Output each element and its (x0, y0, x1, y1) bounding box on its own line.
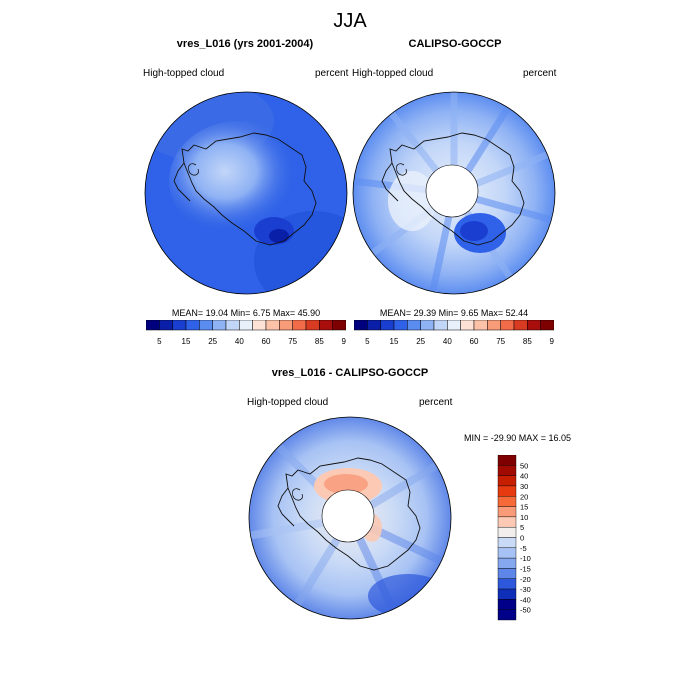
panel-2-colorbar-box (354, 320, 368, 331)
panel-2-colorbar-box (513, 320, 528, 331)
panel-2-colorbar-tick-label: 40 (443, 337, 452, 346)
panel-1-colorbar-box (239, 320, 253, 331)
panel-2-colorbar-tick-label: 85 (523, 337, 532, 346)
panel-2-colorbar-box (393, 320, 408, 331)
diff-colorbar-tick-label: 15 (520, 503, 528, 512)
diff-panel-variable-label: High-topped cloud (247, 397, 329, 408)
panel-1-units-label: percent (315, 68, 349, 79)
diff-colorbar-tick-label: -10 (520, 554, 531, 563)
diff-colorbar-tick-label: 10 (520, 513, 528, 522)
panel-1-title: vres_L016 (yrs 2001-2004) (176, 38, 314, 50)
diff-colorbar-box (497, 609, 517, 621)
diff-colorbar-box (497, 588, 517, 600)
panel-1-colorbar-box (265, 320, 280, 331)
panel-1-colorbar-box (185, 320, 200, 331)
diff-colorbar-box (497, 496, 517, 507)
panel-2-colorbar-box (487, 320, 501, 331)
panel-1-variable-label: High-topped cloud (143, 68, 225, 79)
panel-1-colorbar-tick-label: 95 (342, 337, 346, 346)
diff-colorbar-box (497, 557, 517, 569)
panel-1-map (144, 91, 348, 295)
panel-2-colorbar-tick-label: 95 (550, 337, 554, 346)
panel-2-colorbar-box (420, 320, 435, 331)
panel-1-colorbar-box (319, 320, 333, 331)
panel-2-colorbar-box (460, 320, 475, 331)
panel-1-colorbar-box (146, 320, 160, 331)
panel-2-colorbar-box (380, 320, 395, 331)
panel-1-colorbar-box (332, 320, 346, 331)
panel-2-colorbar-tick-label: 25 (416, 337, 425, 346)
panel-1-colorbar-tick-label: 85 (315, 337, 324, 346)
panel-2-colorbar-box (367, 320, 381, 331)
diff-colorbar-tick-label: -15 (520, 564, 531, 573)
panel-1-colorbar-box (159, 320, 173, 331)
panel-1-coastline (173, 132, 317, 246)
panel-2-map (352, 91, 556, 295)
diff-colorbar-tick-label: -30 (520, 585, 531, 594)
panel-2-colorbar-box (407, 320, 421, 331)
diff-colorbar-tick-label: -5 (520, 544, 527, 553)
diff-colorbar-box (497, 455, 517, 466)
panel-2-colorbar-box (540, 320, 554, 331)
panel-2-colorbar-tick-label: 15 (390, 337, 399, 346)
diff-panel-map (248, 416, 452, 620)
panel-1-colorbar-tick-label: 60 (262, 337, 271, 346)
panel-1-colorbar-box (292, 320, 307, 331)
panel-2-stats: MEAN= 29.39 Min= 9.65 Max= 52.44 (379, 308, 529, 318)
diff-colorbar-box (497, 578, 517, 590)
panel-1-colorbar-tick-label: 5 (157, 337, 162, 346)
panel-2-units-label: percent (523, 68, 557, 79)
diff-colorbar-box (497, 506, 517, 518)
diff-colorbar-tick-label: 30 (520, 482, 528, 491)
main-title: JJA (333, 10, 367, 32)
panel-1-colorbar: 5 15 25 40 60 75 85 95 (146, 320, 346, 346)
panel-1-colorbar-box (252, 320, 267, 331)
diff-colorbar-box (497, 526, 517, 538)
panel-2-variable-label: High-topped cloud (352, 68, 434, 79)
diff-colorbar-box (497, 547, 517, 559)
diff-colorbar-tick-label: 0 (520, 534, 524, 543)
panel-1-colorbar-box (199, 320, 213, 331)
panel-2-title: CALIPSO-GOCCP (408, 38, 502, 50)
diff-colorbar-tick-label: 20 (520, 492, 528, 501)
panel-1-colorbar-tick-label: 15 (182, 337, 191, 346)
diff-colorbar-tick-label: 5 (520, 523, 524, 532)
diff-colorbar-box (497, 475, 517, 487)
diff-panel-minmax: MIN = -29.90 MAX = 16.05 (464, 433, 572, 443)
panel-1-colorbar-tick-label: 25 (208, 337, 217, 346)
diff-colorbar-box (497, 568, 517, 579)
panel-1-colorbar-tick-label: 75 (288, 337, 297, 346)
panel-1-colorbar-box (225, 320, 240, 331)
diff-colorbar-box (497, 516, 517, 528)
panel-2-colorbar-tick-label: 5 (365, 337, 370, 346)
panel-1-stats: MEAN= 19.04 Min= 6.75 Max= 45.90 (171, 308, 321, 318)
diff-colorbar-tick-label: -40 (520, 595, 531, 604)
diff-colorbar-tick-label: 50 (520, 461, 528, 470)
diff-panel-units-label: percent (419, 397, 453, 408)
panel-2-colorbar-box (500, 320, 515, 331)
diff-colorbar-box (497, 537, 517, 549)
diff-colorbar-box (497, 465, 517, 476)
panel-1-colorbar-box (172, 320, 187, 331)
panel-2-coastline (381, 132, 525, 246)
diff-colorbar-tick-label: 40 (520, 472, 528, 481)
panel-2-colorbar-box (527, 320, 541, 331)
panel-1-colorbar-tick-label: 40 (235, 337, 244, 346)
diff-colorbar-tick-label: -20 (520, 575, 531, 584)
diff-colorbar-box (497, 485, 517, 497)
panel-2-colorbar-tick-label: 60 (470, 337, 479, 346)
panel-2-colorbar-box (473, 320, 488, 331)
diff-panel-coastline (277, 457, 421, 571)
panel-1-colorbar-box (212, 320, 227, 331)
panel-1-colorbar-box (305, 320, 320, 331)
diff-colorbar-box (497, 599, 517, 610)
panel-2-colorbar: 5 15 25 40 60 75 85 95 (354, 320, 554, 346)
panel-2-colorbar-tick-label: 75 (496, 337, 505, 346)
panel-1-colorbar-box (279, 320, 293, 331)
diff-colorbar-tick-label: -50 (520, 606, 531, 615)
diff-panel-title: vres_L016 - CALIPSO-GOCCP (271, 367, 429, 379)
panel-2-colorbar-box (433, 320, 448, 331)
panel-2-colorbar-box (447, 320, 461, 331)
